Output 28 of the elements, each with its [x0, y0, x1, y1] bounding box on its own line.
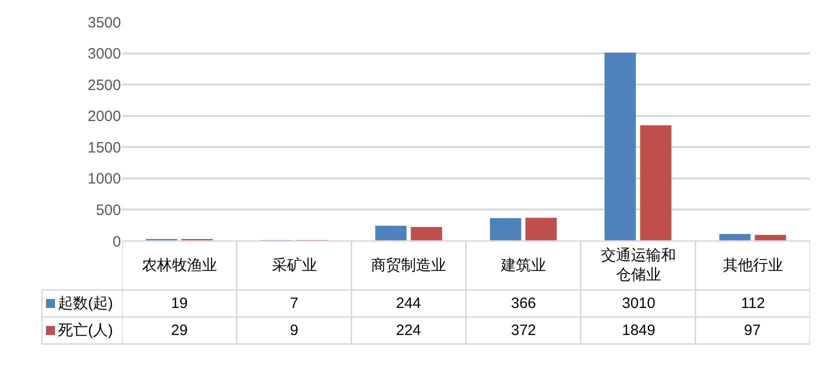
- data-label: 1849: [622, 322, 656, 339]
- y-tick-label: 3500: [88, 14, 121, 32]
- data-label: 3010: [622, 295, 656, 312]
- y-tick-label: 3000: [88, 46, 121, 63]
- data-label: 112: [741, 295, 765, 312]
- data-label: 97: [744, 322, 761, 339]
- data-label: 224: [396, 322, 422, 339]
- y-tick-label: 2500: [88, 76, 121, 94]
- y-tick-label: 0: [112, 233, 121, 250]
- x-tick-label: 商贸制造业: [371, 257, 446, 274]
- y-tick-label: 2000: [88, 108, 121, 126]
- x-tick-label: 农林牧渔业: [142, 257, 217, 274]
- x-tick-label: 交通运输和仓储业: [601, 247, 676, 284]
- y-tick-label: 1000: [88, 170, 121, 188]
- x-tick-label: 采矿业: [272, 257, 317, 274]
- data-label: 19: [171, 295, 188, 312]
- data-label: 9: [290, 322, 298, 339]
- y-tick-label: 1500: [88, 139, 121, 156]
- data-label: 244: [396, 295, 422, 312]
- y-tick-label: 500: [96, 202, 121, 219]
- data-label: 372: [511, 322, 536, 339]
- x-tick-label: 其他行业: [723, 257, 783, 274]
- data-label: 366: [511, 295, 536, 312]
- data-label: 29: [171, 322, 188, 339]
- legend-label: 死亡(人): [58, 322, 113, 339]
- x-tick-label: 建筑业: [500, 257, 546, 274]
- legend-label: 起数(起): [58, 295, 113, 312]
- data-label: 7: [290, 295, 298, 312]
